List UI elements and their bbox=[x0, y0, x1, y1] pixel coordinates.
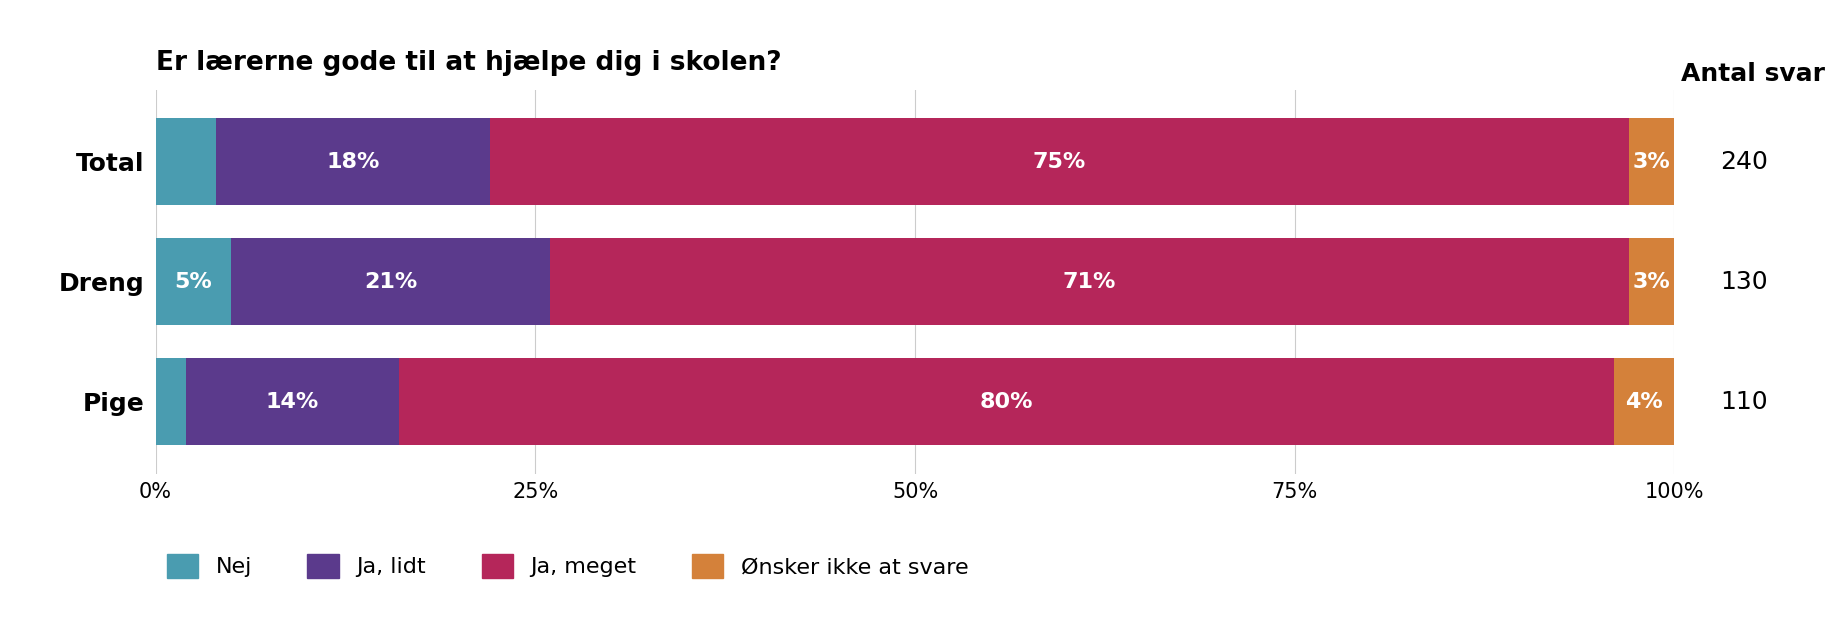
Legend: Nej, Ja, lidt, Ja, meget, Ønsker ikke at svare: Nej, Ja, lidt, Ja, meget, Ønsker ikke at… bbox=[167, 554, 968, 578]
Bar bbox=[231, 239, 551, 325]
Bar bbox=[156, 239, 231, 325]
Text: 21%: 21% bbox=[364, 271, 417, 292]
Text: 3%: 3% bbox=[1632, 271, 1671, 292]
Bar bbox=[1629, 239, 1674, 325]
Bar bbox=[490, 118, 1629, 205]
Text: 80%: 80% bbox=[979, 392, 1032, 412]
Bar bbox=[216, 118, 490, 205]
Bar bbox=[551, 239, 1629, 325]
Text: 18%: 18% bbox=[326, 152, 379, 172]
Text: 240: 240 bbox=[1720, 150, 1768, 173]
Text: 71%: 71% bbox=[1063, 271, 1116, 292]
Text: Antal svar: Antal svar bbox=[1682, 61, 1825, 86]
Text: 130: 130 bbox=[1720, 269, 1768, 294]
Bar bbox=[156, 358, 187, 445]
Bar bbox=[187, 358, 399, 445]
Text: 5%: 5% bbox=[174, 271, 212, 292]
Bar bbox=[399, 358, 1614, 445]
Text: 3%: 3% bbox=[1632, 152, 1671, 172]
Bar bbox=[1629, 118, 1674, 205]
Text: 75%: 75% bbox=[1032, 152, 1085, 172]
Bar bbox=[1614, 358, 1674, 445]
Text: 4%: 4% bbox=[1625, 392, 1663, 412]
Bar bbox=[156, 118, 216, 205]
Text: Er lærerne gode til at hjælpe dig i skolen?: Er lærerne gode til at hjælpe dig i skol… bbox=[156, 50, 781, 76]
Text: 110: 110 bbox=[1720, 390, 1768, 413]
Text: 14%: 14% bbox=[265, 392, 318, 412]
